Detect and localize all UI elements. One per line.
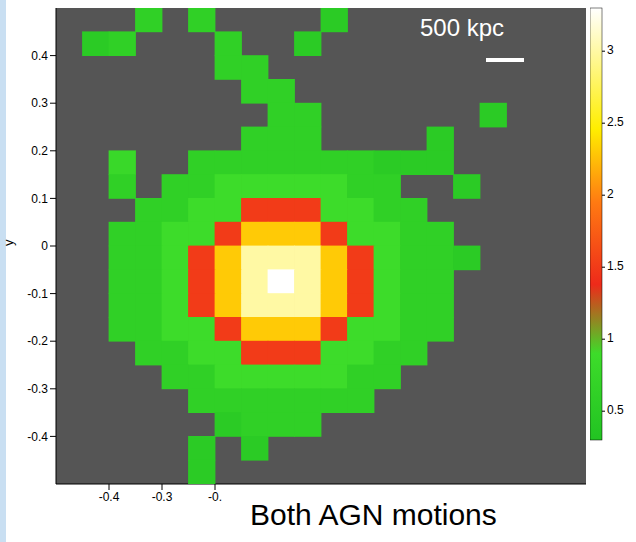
svg-text:3: 3 [607,43,614,57]
svg-text:2.5: 2.5 [607,115,624,129]
svg-text:-0.2: -0.2 [27,334,48,348]
svg-text:0.1: 0.1 [31,192,48,206]
svg-text:0: 0 [41,239,48,253]
svg-text:0.4: 0.4 [31,49,48,63]
svg-text:-0.4: -0.4 [99,490,120,504]
svg-text:-0.3: -0.3 [152,490,173,504]
svg-text:-0.4: -0.4 [27,430,48,444]
svg-text:-0.3: -0.3 [27,382,48,396]
html-text:Both AGN motions: Both AGN motions [250,498,497,531]
svg-text:-0.: -0. [208,490,222,504]
html-text:500 kpc: 500 kpc [420,14,505,41]
svg-text:y: y [1,239,16,246]
svg-text:-0.1: -0.1 [27,287,48,301]
svg-text:1: 1 [607,331,614,345]
svg-text:2: 2 [607,187,614,201]
svg-text:0.3: 0.3 [31,96,48,110]
svg-text:0.5: 0.5 [607,403,624,417]
svg-text:0.2: 0.2 [31,144,48,158]
svg-text:1.5: 1.5 [607,259,624,273]
